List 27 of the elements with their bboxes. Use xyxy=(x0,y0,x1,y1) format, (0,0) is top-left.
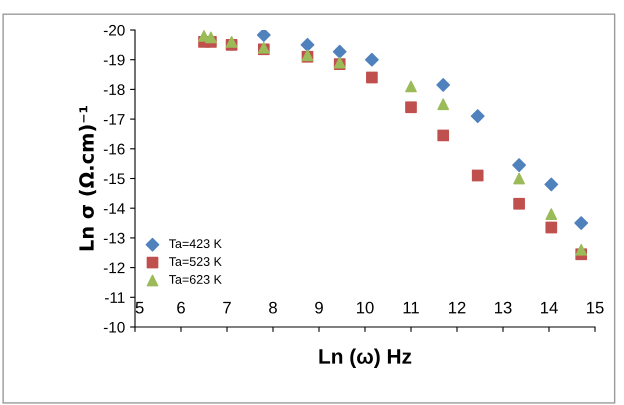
y-tick-label: -17 xyxy=(104,114,125,125)
legend-label: Ta=523 K xyxy=(169,257,222,266)
y-tick-label: -16 xyxy=(104,144,125,154)
x-tick-label: 6 xyxy=(177,302,185,314)
y-tick-label: -10 xyxy=(104,322,125,333)
y-axis-title: Ln σ (Ω.cm)⁻¹ xyxy=(78,106,96,250)
x-tick-label: 8 xyxy=(269,302,277,314)
x-tick-label: 11 xyxy=(404,302,419,314)
y-tick-label: -15 xyxy=(104,174,125,184)
y-tick-label: -18 xyxy=(104,84,125,96)
x-tick-label: 7 xyxy=(223,302,231,314)
y-tick-label: -14 xyxy=(104,203,125,214)
y-tick-label: -12 xyxy=(104,262,125,274)
legend-label: Ta=423 K xyxy=(169,239,222,248)
legend-label: Ta=623 K xyxy=(169,275,222,284)
x-tick-label: 13 xyxy=(495,302,512,314)
x-tick-label: 5 xyxy=(136,302,144,314)
y-tick-label: -11 xyxy=(105,292,125,303)
x-tick-label: 12 xyxy=(449,302,466,314)
y-tick-label: -20 xyxy=(104,24,125,36)
y-tick-label: -13 xyxy=(104,232,125,244)
x-tick-label: 14 xyxy=(541,302,558,314)
x-tick-label: 9 xyxy=(315,302,323,314)
x-tick-label: 10 xyxy=(357,302,374,314)
x-axis-title: Ln (ω) Hz xyxy=(319,348,412,368)
x-tick-label: 15 xyxy=(587,302,604,314)
y-tick-label: -19 xyxy=(104,54,125,66)
